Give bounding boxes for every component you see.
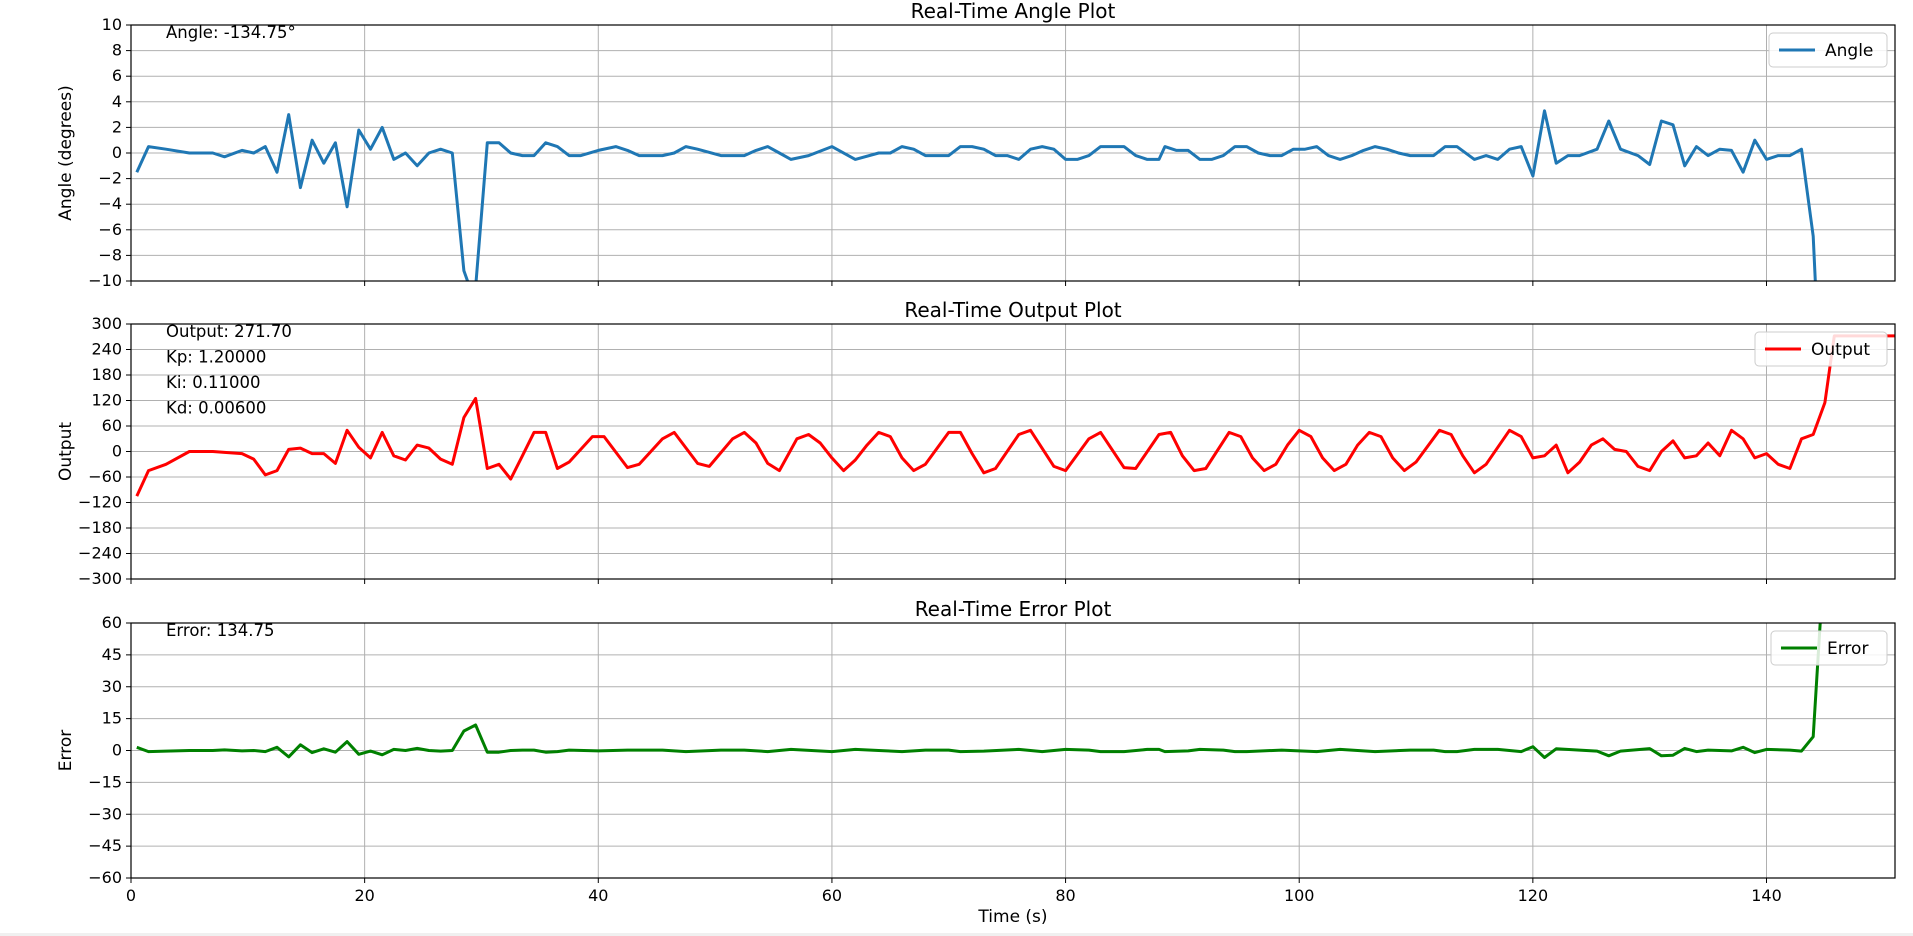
y-tick-label: −10 (88, 271, 122, 290)
x-tick-label: 0 (126, 886, 136, 905)
y-tick-label: 60 (102, 613, 122, 632)
y-tick-label: 2 (112, 117, 122, 136)
y-tick-label: −8 (98, 245, 122, 264)
y-tick-label: 0 (112, 442, 122, 461)
series-line-output (135, 334, 1895, 497)
annotation-text: Error: 134.75 (166, 621, 274, 640)
x-tick-label: 120 (1518, 886, 1549, 905)
x-tick-label: 40 (588, 886, 608, 905)
axes-frame (130, 24, 1896, 282)
bottom-edge (0, 933, 1913, 936)
y-tick-label: 30 (102, 677, 122, 696)
y-tick-label: −15 (88, 772, 122, 791)
legend: Angle (1768, 32, 1888, 68)
legend-label: Angle (1825, 41, 1873, 61)
y-tick-label: −4 (98, 194, 122, 213)
y-tick-label: 6 (112, 66, 122, 85)
legend: Error (1770, 630, 1888, 666)
y-tick-label: 4 (112, 92, 122, 111)
axes-frame (130, 622, 1896, 879)
y-tick-label: 60 (102, 416, 122, 435)
axes-frame (130, 323, 1896, 580)
legend-box (1770, 630, 1888, 666)
x-axis-label: Time (s) (977, 907, 1047, 927)
x-tick-label: 100 (1284, 886, 1315, 905)
chart-title: Real-Time Output Plot (904, 298, 1121, 322)
legend-box (1754, 331, 1888, 367)
x-tick-label: 20 (354, 886, 374, 905)
subplot-1: 10 8 6 4 2 0 −2 −4 −6 −8 −10 Real-Time Angle Plot An… (56, 0, 1896, 290)
annotation-text: Output: 271.70 (166, 322, 292, 341)
annotation-text: Angle: -134.75° (166, 23, 296, 42)
x-tick-label: 80 (1055, 886, 1075, 905)
y-axis-label: Angle (degrees) (56, 85, 76, 220)
series-line-angle (135, 109, 1817, 281)
annotation-text: Kp: 1.20000 (166, 348, 266, 367)
series-line-error (136, 623, 1822, 759)
legend: Output (1754, 331, 1888, 367)
y-tick-label: −240 (78, 544, 122, 563)
chart-title: Real-Time Error Plot (915, 597, 1112, 621)
x-tick-label: 140 (1751, 886, 1782, 905)
y-tick-label: −60 (88, 868, 122, 887)
y-tick-label: 15 (102, 709, 122, 728)
annotation-text: Ki: 0.11000 (166, 373, 260, 392)
y-tick-label: −6 (98, 220, 122, 239)
y-tick-label: −30 (88, 804, 122, 823)
y-tick-label: 45 (102, 645, 122, 664)
y-tick-label: −300 (78, 569, 122, 588)
y-tick-label: 0 (112, 143, 122, 162)
y-tick-label: 120 (91, 391, 122, 410)
y-tick-label: −2 (98, 169, 122, 188)
y-axis-label: Output (56, 422, 76, 481)
y-tick-label: 8 (112, 41, 122, 60)
legend-label: Output (1811, 340, 1870, 360)
legend-label: Error (1827, 639, 1868, 659)
y-axis-label: Error (56, 730, 76, 771)
y-tick-label: −60 (88, 467, 122, 486)
legend-box (1768, 32, 1888, 68)
y-tick-label: 10 (102, 15, 122, 34)
y-tick-label: 300 (91, 314, 122, 333)
y-tick-label: −45 (88, 836, 122, 855)
y-tick-label: −180 (78, 518, 122, 537)
y-tick-label: 240 (91, 340, 122, 359)
subplot-2: 300 240 180 120 60 0 −60 −120 −180 −240 −300 Real-T… (56, 298, 1896, 588)
x-tick-label: 60 (822, 886, 842, 905)
y-tick-label: 0 (112, 741, 122, 760)
annotation-text: Kd: 0.00600 (166, 399, 266, 418)
y-tick-label: −120 (78, 493, 122, 512)
chart-title: Real-Time Angle Plot (911, 0, 1116, 23)
y-tick-label: 180 (91, 365, 122, 384)
